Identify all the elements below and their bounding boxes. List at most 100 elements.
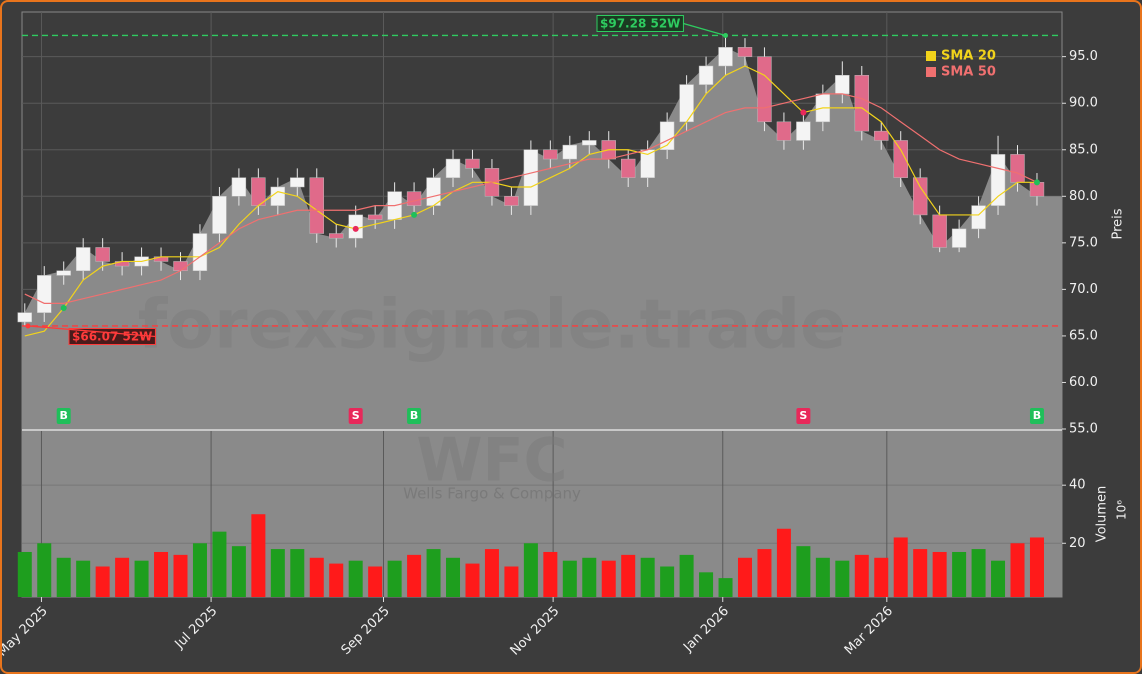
volume-bar (115, 557, 130, 597)
candle-body (367, 214, 383, 220)
candle-body (893, 140, 908, 178)
candle-body (309, 177, 324, 234)
candle-body (718, 47, 733, 67)
volume-bar (1010, 543, 1025, 597)
volume-bar (757, 549, 772, 597)
volume-bar (192, 543, 207, 597)
volume-bar (971, 549, 986, 597)
candle-body (173, 261, 188, 272)
extreme-arrow-head (25, 323, 31, 329)
signal-label: S (799, 409, 807, 422)
volume-bar (776, 528, 791, 597)
candle-body (1010, 154, 1025, 183)
signal-label: S (352, 409, 360, 422)
y-tick-label: 65.0 (1069, 328, 1098, 343)
signal-label: B (410, 409, 418, 422)
candle-body (757, 56, 772, 123)
x-tick-label: Mar 2026 (842, 604, 896, 658)
volume-bar (679, 554, 694, 597)
volume-bar (387, 560, 402, 597)
candle-body (874, 130, 889, 141)
volume-bar (523, 543, 538, 597)
candle-body (971, 205, 986, 230)
volume-bar (154, 551, 169, 597)
volume-bar (368, 566, 383, 597)
candle-body (912, 177, 928, 216)
candle-body (406, 191, 422, 206)
volume-bar (484, 549, 499, 597)
candle-body (192, 233, 208, 272)
volume-bar (251, 514, 266, 597)
y-tick-label: 90.0 (1069, 96, 1098, 111)
x-tick-label: Jan 2026 (680, 604, 732, 656)
legend-swatch (926, 51, 936, 61)
candle-body (582, 140, 597, 146)
extreme-arrow (27, 325, 156, 338)
volume-bar (991, 560, 1006, 597)
candle-body (543, 149, 558, 160)
y-tick-label: 70.0 (1069, 282, 1098, 297)
volume-bar (952, 551, 967, 597)
signal-dot (411, 211, 418, 218)
candle-body (504, 196, 519, 206)
volume-bar (348, 560, 363, 597)
candle-body (445, 158, 461, 178)
y-tick-label: 55.0 (1069, 422, 1098, 437)
candle-body (17, 312, 32, 323)
signal-dot (1033, 179, 1040, 186)
signal-badge (348, 408, 363, 424)
candle-body (796, 121, 811, 141)
volume-bar (621, 554, 636, 597)
signal-label: B (1033, 409, 1041, 422)
extreme-label: $66.07 52W (72, 330, 152, 344)
volume-bar (407, 554, 422, 597)
volume-bar (640, 557, 655, 597)
volume-bar (932, 551, 947, 597)
y-tick-label: 95.0 (1069, 49, 1098, 64)
candle-body (932, 214, 947, 248)
x-tick-label: Jul 2025 (172, 604, 221, 653)
signal-label: B (60, 409, 68, 422)
candle-body (776, 121, 792, 141)
volume-bar (95, 566, 110, 597)
signal-badge (56, 408, 71, 424)
candle-body (562, 144, 578, 160)
candle-body (270, 186, 286, 206)
candle-body (37, 275, 52, 313)
legend-label: SMA 50 (941, 65, 996, 80)
extreme-label: $97.28 52W (600, 17, 680, 31)
volume-bar (815, 557, 830, 597)
volume-bar (37, 543, 52, 597)
sma-line (24, 65, 1037, 337)
signal-badge (407, 408, 422, 424)
sma-line (24, 93, 1038, 304)
volume-bar (582, 557, 597, 597)
candle-body (95, 247, 110, 262)
volume-bar (426, 549, 441, 597)
candle-body (854, 75, 869, 132)
volume-bar (309, 557, 324, 597)
volume-bar (56, 557, 71, 597)
signal-dot (352, 225, 359, 232)
y-tick-label: 80.0 (1069, 189, 1098, 204)
volume-bar (17, 551, 32, 597)
signal-dot (800, 109, 807, 116)
price-area (22, 47, 1062, 429)
volume-bar (290, 549, 305, 597)
volume-bar (562, 560, 577, 597)
volume-bar (329, 563, 344, 597)
volume-bar (270, 549, 285, 597)
candle-body (990, 154, 1006, 206)
candle-body (212, 196, 227, 234)
volume-bar (446, 557, 461, 597)
candle-body (679, 84, 694, 123)
volume-bar (913, 549, 928, 597)
y2-axis-label: Volumen (1095, 486, 1110, 543)
volume-bar (874, 557, 889, 597)
candle-body (75, 247, 91, 272)
candle-body (231, 177, 247, 197)
candle-body (835, 75, 850, 95)
x-tick-label: May 2025 (2, 604, 51, 660)
